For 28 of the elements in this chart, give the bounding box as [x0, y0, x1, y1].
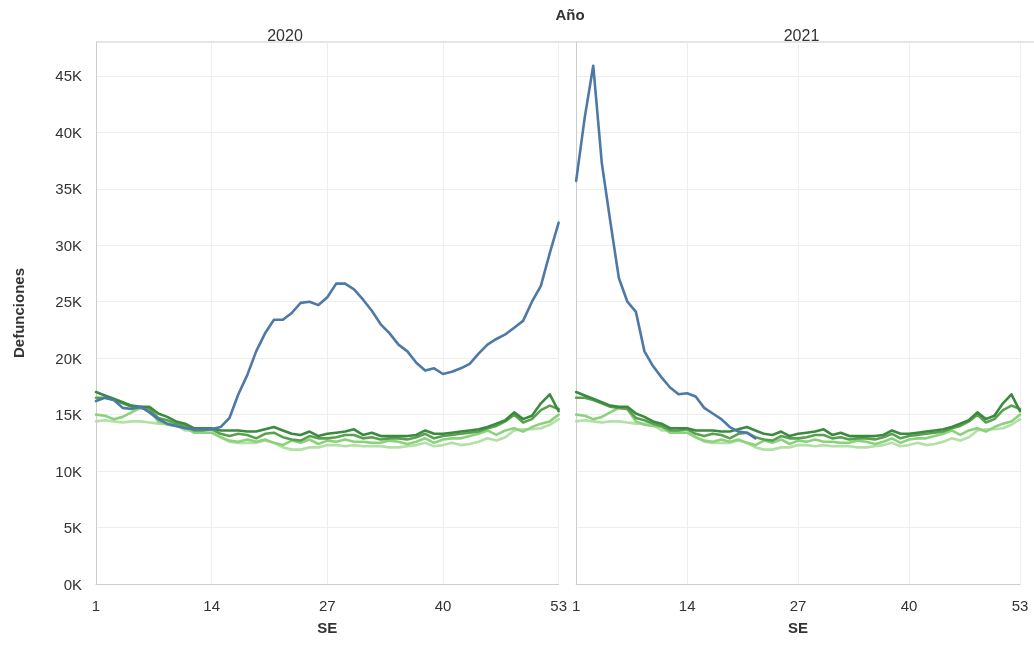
x-tick-label: 14 — [203, 597, 221, 614]
x-axis-title: SE — [788, 619, 809, 636]
line-series — [94, 390, 560, 438]
line-series — [94, 221, 560, 431]
y-tick-label: 45K — [55, 67, 82, 85]
y-tick-label: 35K — [55, 180, 82, 198]
y-tick-label: 20K — [55, 349, 82, 367]
x-tick-label: 40 — [900, 597, 918, 614]
x-tick-label: 40 — [434, 597, 452, 614]
y-tick-label: 30K — [55, 236, 82, 254]
y-tick-label: 40K — [55, 123, 82, 141]
chart-title: 2021 — [783, 26, 820, 44]
x-tick-label: 27 — [789, 597, 807, 614]
x-tick-label: 1 — [572, 597, 581, 614]
x-tick-label: 27 — [318, 597, 336, 614]
x-tick-label: 14 — [678, 597, 696, 614]
chart-title: 2020 — [267, 26, 303, 44]
y-tick-label: 25K — [55, 293, 82, 311]
y-tick-label: 15K — [55, 406, 82, 424]
x-tick-label: 1 — [91, 597, 101, 614]
x-tick-label: 53 — [550, 597, 567, 614]
y-tick-label: 10K — [55, 462, 82, 480]
y-tick-label: 5K — [63, 519, 82, 537]
y-tick-label: 0K — [63, 575, 82, 593]
y-axis-title: Defunciones — [10, 267, 27, 359]
text: Año — [554, 6, 586, 23]
x-tick-label: 53 — [1011, 597, 1029, 614]
x-axis-title: SE — [317, 619, 338, 636]
